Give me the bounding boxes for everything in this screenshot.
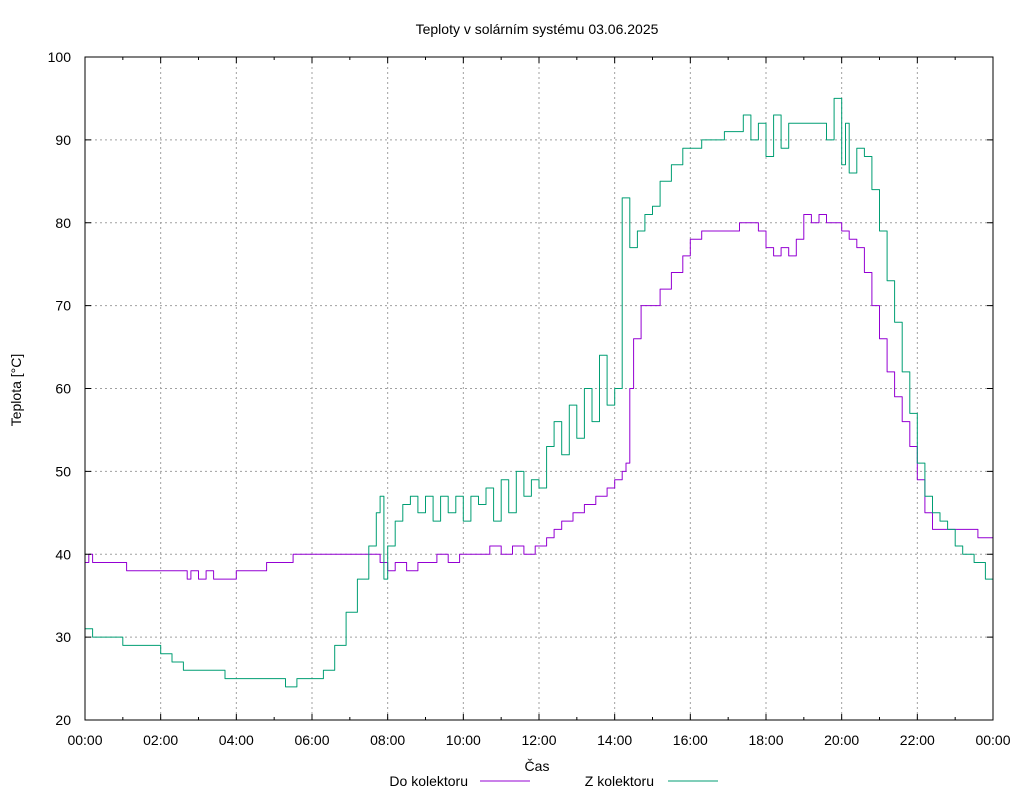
x-tick-label: 18:00 bbox=[748, 732, 783, 748]
series-line-z-kolektoru bbox=[85, 97, 994, 688]
x-tick-label: 12:00 bbox=[521, 732, 556, 748]
x-tick-label: 02:00 bbox=[143, 732, 178, 748]
y-tick-label: 90 bbox=[55, 132, 71, 148]
x-tick-label: 20:00 bbox=[824, 732, 859, 748]
y-tick-label: 50 bbox=[55, 463, 71, 479]
y-tick-label: 30 bbox=[55, 629, 71, 645]
x-tick-label: 22:00 bbox=[900, 732, 935, 748]
y-axis-label: Teplota [°C] bbox=[8, 354, 24, 427]
y-tick-label: 20 bbox=[55, 712, 71, 728]
x-tick-label: 04:00 bbox=[219, 732, 254, 748]
x-tick-label: 00:00 bbox=[975, 732, 1010, 748]
legend-label: Do kolektoru bbox=[389, 773, 468, 789]
series-line-do-kolektoru bbox=[85, 214, 994, 580]
y-tick-label: 60 bbox=[55, 381, 71, 397]
x-axis-tick-labels: 00:00 02:00 04:00 06:00 08:00 10:00 12:00 14:00… bbox=[67, 732, 1010, 748]
chart-title: Teploty v solárním systému 03.06.2025 bbox=[416, 21, 659, 37]
x-tick-label: 16:00 bbox=[673, 732, 708, 748]
y-tick-label: 40 bbox=[55, 546, 71, 562]
y-tick-label: 70 bbox=[55, 298, 71, 314]
x-tick-label: 08:00 bbox=[370, 732, 405, 748]
legend-label: Z kolektoru bbox=[585, 773, 654, 789]
y-axis-tick-labels: 20 30 40 50 60 70 80 90 100 bbox=[48, 49, 72, 728]
x-tick-label: 14:00 bbox=[597, 732, 632, 748]
x-axis-label: Čas bbox=[525, 758, 550, 774]
y-tick-label: 80 bbox=[55, 215, 71, 231]
series-layer bbox=[85, 97, 994, 688]
y-tick-label: 100 bbox=[48, 49, 72, 65]
axis-ticks bbox=[84, 56, 994, 721]
x-tick-label: 10:00 bbox=[446, 732, 481, 748]
legend: Do kolektoru Z kolektoru bbox=[389, 773, 718, 789]
x-tick-label: 00:00 bbox=[67, 732, 102, 748]
x-tick-label: 06:00 bbox=[294, 732, 329, 748]
